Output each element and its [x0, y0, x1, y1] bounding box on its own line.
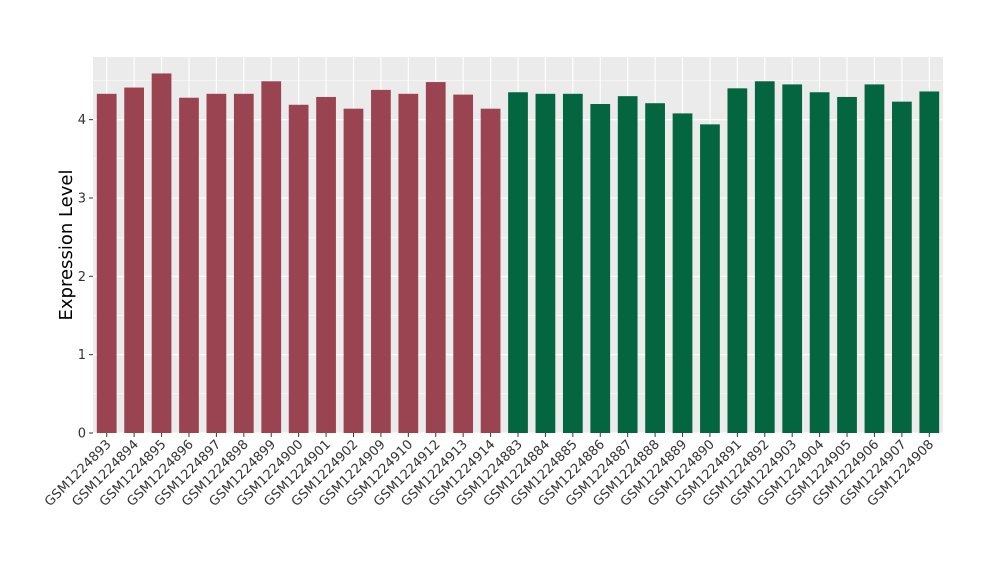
y-tick-label: 0	[78, 427, 86, 442]
bar-gsm1224895	[151, 73, 172, 433]
y-tick-label: 2	[78, 270, 86, 285]
bar-gsm1224900	[288, 104, 309, 434]
bar-gsm1224903	[782, 84, 803, 434]
bar-gsm1224886	[590, 104, 611, 433]
bar-gsm1224906	[864, 84, 885, 434]
bar-gsm1224897	[206, 93, 227, 434]
y-tick-label: 4	[78, 113, 86, 128]
bar-gsm1224891	[727, 88, 748, 433]
bar-gsm1224902	[343, 108, 364, 433]
bar-gsm1224912	[425, 82, 446, 434]
bar-gsm1224883	[508, 92, 528, 433]
bar-gsm1224887	[617, 96, 638, 434]
bar-gsm1224907	[892, 101, 912, 434]
bar-gsm1224898	[233, 93, 254, 434]
bar-gsm1224888	[645, 103, 665, 433]
bar-gsm1224905	[837, 96, 857, 433]
y-tick-label: 3	[78, 192, 86, 207]
bars-group	[96, 73, 940, 434]
bar-gsm1224893	[96, 93, 117, 434]
bar-gsm1224894	[124, 87, 144, 434]
bar-gsm1224901	[316, 96, 336, 433]
bar-gsm1224910	[398, 93, 419, 434]
bar-gsm1224913	[453, 94, 474, 433]
bar-gsm1224899	[261, 81, 282, 434]
bar-gsm1224892	[754, 81, 775, 434]
bar-gsm1224884	[535, 93, 556, 434]
bar-gsm1224889	[672, 113, 693, 434]
bar-gsm1224885	[562, 93, 583, 434]
y-axis-title: Expression Level	[56, 170, 77, 321]
y-tick-label: 1	[78, 348, 86, 363]
bar-gsm1224914	[480, 108, 501, 433]
bar-gsm1224908	[919, 91, 940, 433]
bar-gsm1224904	[809, 92, 830, 433]
bar-gsm1224909	[371, 89, 391, 434]
x-axis: GSM1224893GSM1224894GSM1224895GSM1224896…	[42, 433, 937, 510]
bar-gsm1224896	[179, 97, 199, 433]
y-axis: 0 1 2 3 4	[78, 113, 93, 442]
bar-gsm1224890	[700, 124, 720, 433]
